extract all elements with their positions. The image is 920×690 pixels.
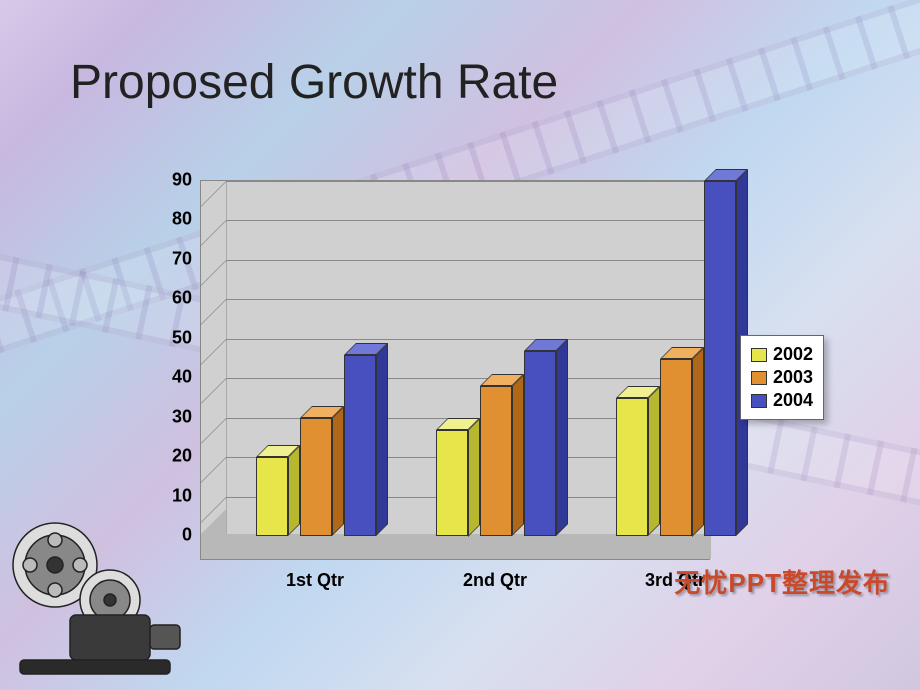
bar-side [376,343,388,536]
bar-front [344,355,376,536]
bar [660,359,692,537]
y-tick-label: 40 [152,367,192,388]
bar-front [660,359,692,537]
bar-side [288,445,300,536]
bar-side [648,386,660,536]
bar-front [704,181,736,536]
bar-side [512,374,524,536]
legend-label: 2002 [773,344,813,365]
plot-floor [201,534,711,559]
legend-item: 2004 [751,390,813,411]
bar-front [256,457,288,536]
x-category-label: 2nd Qtr [425,570,565,591]
x-category-label: 1st Qtr [245,570,385,591]
bar-side [332,406,344,536]
bar-side [468,418,480,537]
page-title: Proposed Growth Rate [70,55,558,110]
bar-front [436,430,468,537]
bar-front [480,386,512,536]
legend-label: 2004 [773,390,813,411]
y-tick-label: 30 [152,406,192,427]
y-tick-label: 0 [152,525,192,546]
legend-swatch [751,371,767,385]
plot-area [200,180,710,560]
bar [436,430,468,537]
legend-swatch [751,394,767,408]
growth-chart: 0102030405060708090 1st Qtr2nd Qtr3rd Qt… [140,180,840,600]
legend-item: 2002 [751,344,813,365]
bar-side [692,347,704,537]
bar [524,351,556,536]
bar [300,418,332,536]
bars-layer [226,181,711,536]
y-tick-label: 50 [152,327,192,348]
bar [480,386,512,536]
bar-front [616,398,648,536]
y-tick-label: 10 [152,485,192,506]
y-tick-label: 20 [152,446,192,467]
legend-swatch [751,348,767,362]
bar-front [300,418,332,536]
bar [344,355,376,536]
bar [256,457,288,536]
bar-front [524,351,556,536]
y-tick-label: 70 [152,248,192,269]
y-tick-label: 90 [152,170,192,191]
y-tick-label: 80 [152,209,192,230]
y-tick-label: 60 [152,288,192,309]
legend-label: 2003 [773,367,813,388]
watermark-text: 无忧PPT整理发布 [674,563,890,600]
bar [704,181,736,536]
legend: 200220032004 [740,335,824,420]
legend-item: 2003 [751,367,813,388]
bar-side [556,339,568,536]
bar [616,398,648,536]
